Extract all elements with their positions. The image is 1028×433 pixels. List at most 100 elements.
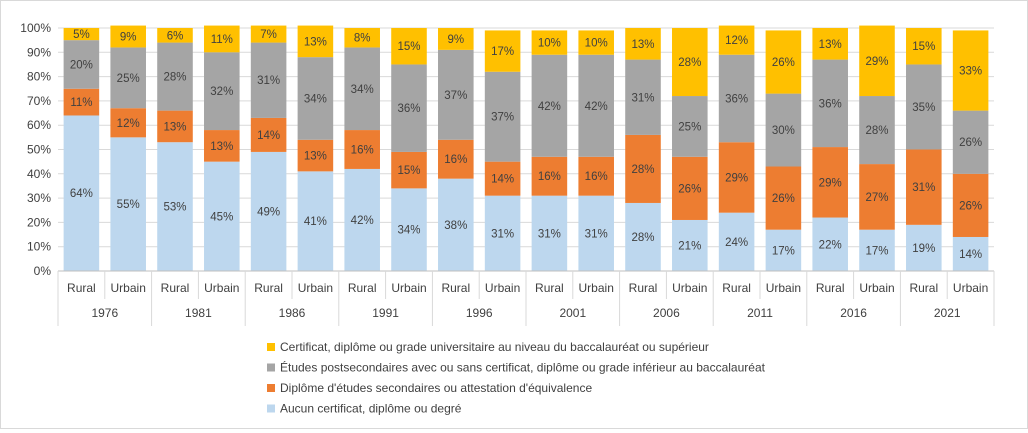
x-tick-label: Rural (67, 281, 96, 295)
data-label: 17% (865, 245, 888, 257)
x-tick-label: Rural (722, 281, 751, 295)
bar-segment (625, 59, 661, 135)
bar-segment (344, 130, 380, 169)
bar-segment (391, 151, 427, 189)
bar-segment (204, 161, 240, 271)
data-label: 25% (117, 73, 140, 85)
data-label: 13% (163, 121, 186, 133)
bar-segment (110, 25, 146, 48)
data-label: 49% (257, 206, 280, 218)
bar-segment (484, 71, 521, 162)
x-tick-label: Urbain (953, 281, 988, 295)
data-label: 16% (444, 154, 467, 166)
bar-segment (297, 57, 334, 140)
x-tick-label: Rural (348, 281, 377, 295)
bar-segment (672, 96, 708, 157)
bar-segment (157, 142, 193, 271)
data-label: 28% (163, 72, 186, 84)
bar-segment (859, 25, 895, 97)
data-label: 31% (585, 228, 608, 240)
data-label: 33% (959, 66, 982, 78)
bar-segment (157, 42, 193, 111)
bar-segment (718, 25, 755, 55)
legend-entry: Études postsecondaires avec ou sans cert… (280, 360, 766, 375)
bar-segment (625, 28, 661, 60)
data-label: 27% (865, 192, 888, 204)
bar-segment (906, 28, 942, 65)
bar-segment (531, 195, 568, 271)
data-label: 15% (397, 41, 420, 53)
y-tick-label: 50% (27, 143, 51, 157)
bar-segment (297, 139, 334, 172)
data-label: 53% (163, 202, 186, 214)
data-label: 26% (959, 200, 982, 212)
bar-segment (952, 30, 989, 111)
data-label: 38% (444, 220, 467, 232)
bar-segment (906, 64, 942, 150)
bar-segment (157, 28, 193, 43)
bar-segment (906, 149, 942, 225)
bar-segment (765, 166, 802, 230)
data-label: 26% (959, 137, 982, 149)
y-tick-label: 90% (27, 45, 51, 59)
bar-segment (297, 25, 334, 58)
data-label: 17% (772, 245, 795, 257)
data-label: 29% (819, 177, 842, 189)
bar-segment (672, 219, 708, 271)
bar-segment (157, 110, 193, 143)
data-label: 6% (167, 30, 184, 42)
legend-swatch (267, 343, 275, 351)
data-label: 14% (959, 249, 982, 261)
bar-segment (204, 25, 240, 53)
data-label: 26% (772, 193, 795, 205)
data-label: 12% (725, 35, 748, 47)
data-label: 36% (397, 103, 420, 115)
data-label: 37% (444, 90, 467, 102)
bar-segment (672, 156, 708, 220)
x-axis: Rural Urbain Rural Urbain Rural Urbain Rural Ur… (57, 270, 995, 326)
data-label: 10% (538, 38, 561, 50)
data-label: 17% (491, 46, 514, 58)
x-tick-label: Urbain (672, 281, 707, 295)
data-label: 15% (912, 41, 935, 53)
data-label: 31% (538, 228, 561, 240)
bar-segment (484, 161, 521, 196)
bar-segment (952, 110, 989, 174)
data-label: 36% (725, 93, 748, 105)
bar-segment (812, 147, 848, 218)
data-label: 9% (120, 32, 137, 44)
bar-segment (250, 25, 287, 43)
data-label: 31% (257, 75, 280, 87)
bar-segment (578, 195, 614, 271)
bar-segment (63, 28, 100, 41)
bar-segment (625, 202, 661, 271)
y-tick-label: 60% (27, 118, 51, 132)
y-tick-label: 30% (27, 191, 51, 205)
x-group-label: 1976 (91, 306, 118, 320)
data-label: 14% (257, 130, 280, 142)
x-group-label: 2001 (559, 306, 586, 320)
data-label: 13% (631, 39, 654, 51)
bar-segment (906, 224, 942, 271)
bar-segment (438, 49, 474, 140)
bar-segment (672, 28, 708, 97)
data-label: 11% (211, 34, 233, 46)
data-label: 25% (678, 121, 701, 133)
data-label: 41% (304, 216, 327, 228)
bar-segment (204, 130, 240, 162)
x-group-label: 1986 (279, 306, 306, 320)
bar-segment (578, 54, 614, 157)
data-label: 28% (865, 125, 888, 137)
x-tick-label: Rural (629, 281, 658, 295)
legend-entry: Aucun certificat, diplôme ou degré (280, 402, 462, 416)
legend: Certificat, diplôme ou grade universitai… (267, 340, 766, 416)
data-label: 34% (304, 93, 327, 105)
data-label: 24% (725, 237, 748, 249)
data-label: 32% (210, 86, 233, 98)
bar-segment (344, 28, 380, 48)
data-label: 13% (210, 141, 233, 153)
x-group-label: 2006 (653, 306, 680, 320)
bar-segment (859, 96, 895, 165)
gridlines (58, 27, 994, 272)
